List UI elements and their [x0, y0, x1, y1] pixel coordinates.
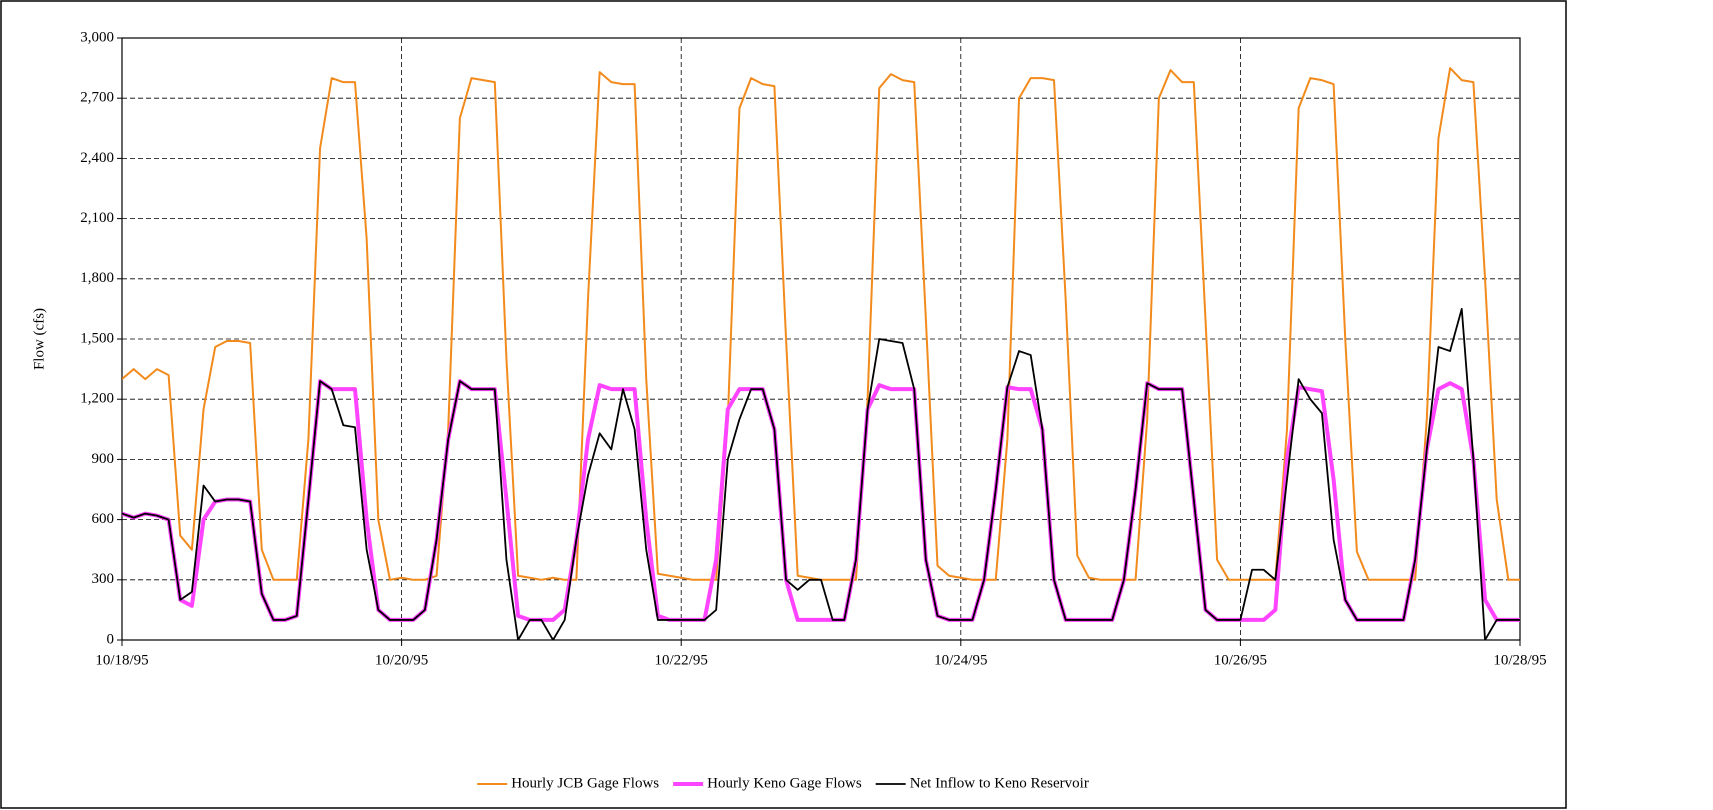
y-tick-label: 2,700 [80, 90, 114, 106]
x-tick-label: 10/18/95 [95, 652, 148, 668]
legend-label: Hourly JCB Gage Flows [511, 775, 659, 791]
series-line [122, 308, 1520, 640]
legend: Hourly JCB Gage Flows Hourly Keno Gage Fl… [477, 775, 1089, 791]
y-tick-label: 1,200 [80, 391, 114, 407]
x-tick-label: 10/20/95 [375, 652, 428, 668]
y-tick-label: 600 [92, 511, 115, 527]
y-tick-label: 3,000 [80, 29, 114, 45]
y-tick-label: 900 [92, 451, 115, 467]
legend-label: Hourly Keno Gage Flows [707, 775, 862, 791]
y-tick-label: 2,400 [80, 150, 114, 166]
y-tick-label: 0 [107, 631, 115, 647]
y-tick-label: 1,800 [80, 270, 114, 286]
x-tick-label: 10/22/95 [655, 652, 708, 668]
x-tick-label: 10/28/95 [1493, 652, 1546, 668]
y-axis-label: Flow (cfs) [31, 308, 47, 370]
x-tick-label: 10/26/95 [1214, 652, 1267, 668]
y-tick-label: 300 [92, 571, 115, 587]
plot-frame [121, 37, 1521, 641]
series-line [122, 379, 1520, 622]
x-tick-label: 10/24/95 [934, 652, 987, 668]
chart-frame [0, 0, 1567, 809]
y-tick-label: 1,500 [80, 330, 114, 346]
y-tick-label: 2,100 [80, 210, 114, 226]
legend-label: Net Inflow to Keno Reservoir [910, 775, 1089, 791]
